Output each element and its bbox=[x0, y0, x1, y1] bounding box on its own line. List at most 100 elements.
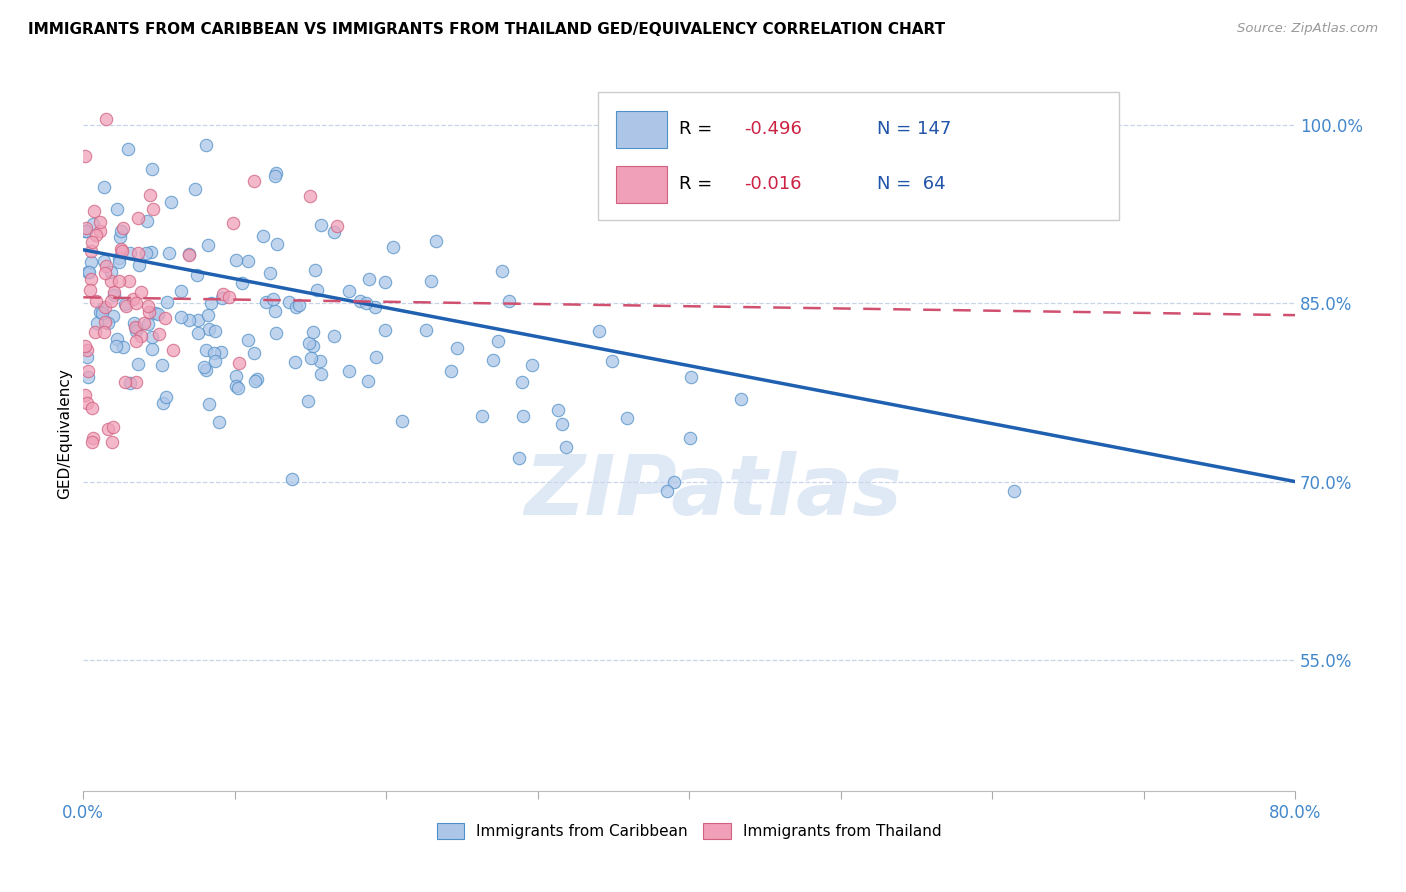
Point bbox=[415, 323, 437, 337]
Point bbox=[103, 419, 125, 434]
Point bbox=[82, 431, 104, 445]
Point bbox=[254, 294, 277, 309]
Point bbox=[131, 285, 153, 300]
Point bbox=[359, 271, 381, 285]
Point bbox=[298, 336, 321, 351]
Point bbox=[222, 216, 245, 230]
Point bbox=[551, 417, 574, 432]
Point bbox=[117, 143, 139, 157]
Point bbox=[287, 298, 309, 312]
Point bbox=[679, 432, 702, 446]
Point bbox=[89, 215, 111, 229]
Point bbox=[129, 329, 152, 343]
Point bbox=[588, 324, 610, 338]
Point bbox=[93, 179, 115, 194]
Point bbox=[322, 226, 344, 240]
Point bbox=[225, 368, 247, 383]
Text: N = 147: N = 147 bbox=[877, 120, 952, 138]
Point bbox=[356, 374, 378, 388]
Point bbox=[184, 182, 207, 196]
Point bbox=[186, 268, 208, 283]
Point bbox=[80, 244, 103, 258]
Point bbox=[100, 265, 122, 279]
Point bbox=[391, 414, 413, 428]
Point bbox=[82, 434, 104, 449]
Point bbox=[135, 214, 157, 228]
Point bbox=[259, 266, 281, 280]
Point bbox=[309, 367, 332, 381]
Point bbox=[284, 300, 307, 314]
Point bbox=[118, 376, 141, 391]
Point bbox=[339, 364, 361, 378]
Point bbox=[187, 313, 209, 327]
Point bbox=[231, 276, 253, 290]
Point bbox=[277, 295, 299, 310]
Point bbox=[197, 397, 219, 411]
Point bbox=[264, 326, 287, 340]
Point bbox=[84, 227, 107, 242]
Point bbox=[105, 339, 128, 353]
Text: -0.496: -0.496 bbox=[744, 120, 801, 138]
Point bbox=[177, 313, 200, 327]
Point bbox=[520, 359, 543, 373]
Point bbox=[225, 379, 247, 393]
Point bbox=[209, 345, 232, 359]
Point bbox=[73, 388, 96, 402]
Point bbox=[202, 346, 225, 360]
Point bbox=[73, 224, 96, 238]
Point bbox=[280, 471, 302, 485]
Point bbox=[339, 285, 361, 299]
Point bbox=[80, 235, 103, 250]
Point bbox=[197, 309, 219, 323]
Point bbox=[148, 327, 170, 342]
Point bbox=[374, 275, 396, 289]
Point bbox=[111, 220, 134, 235]
Point bbox=[132, 316, 155, 330]
Point bbox=[139, 188, 162, 202]
Point bbox=[243, 174, 266, 188]
Point bbox=[135, 246, 157, 260]
Point bbox=[600, 354, 623, 368]
Point bbox=[125, 296, 148, 310]
Point bbox=[94, 300, 117, 314]
Point bbox=[114, 297, 136, 311]
Point bbox=[141, 342, 163, 356]
Point bbox=[547, 402, 569, 417]
Point bbox=[97, 317, 120, 331]
Point bbox=[152, 396, 174, 410]
Point bbox=[195, 363, 218, 377]
Point bbox=[228, 356, 250, 370]
Point bbox=[127, 245, 149, 260]
Point bbox=[118, 274, 141, 288]
Point bbox=[204, 353, 226, 368]
Text: -0.016: -0.016 bbox=[744, 176, 801, 194]
Point bbox=[73, 149, 96, 163]
Text: ZIPatlas: ZIPatlas bbox=[524, 450, 903, 532]
Point bbox=[349, 293, 371, 308]
Point bbox=[118, 245, 141, 260]
Point bbox=[262, 292, 284, 306]
Point bbox=[446, 341, 468, 355]
Point bbox=[82, 217, 104, 231]
Point bbox=[482, 352, 505, 367]
Point bbox=[105, 332, 128, 346]
Point bbox=[554, 440, 576, 454]
Text: IMMIGRANTS FROM CARIBBEAN VS IMMIGRANTS FROM THAILAND GED/EQUIVALENCY CORRELATIO: IMMIGRANTS FROM CARIBBEAN VS IMMIGRANTS … bbox=[28, 22, 945, 37]
Point bbox=[440, 364, 463, 378]
Point bbox=[155, 310, 177, 325]
Point bbox=[425, 234, 447, 248]
Point bbox=[197, 237, 219, 252]
Point bbox=[198, 322, 221, 336]
Point bbox=[301, 326, 323, 340]
Point bbox=[655, 483, 678, 498]
Text: R =: R = bbox=[679, 120, 718, 138]
Point bbox=[304, 263, 326, 277]
Point bbox=[1002, 483, 1025, 498]
Point bbox=[76, 265, 98, 279]
Point bbox=[77, 369, 100, 384]
Point bbox=[366, 350, 388, 364]
Point bbox=[114, 375, 136, 389]
Point bbox=[90, 301, 112, 316]
Point bbox=[127, 358, 149, 372]
Point bbox=[211, 291, 233, 305]
